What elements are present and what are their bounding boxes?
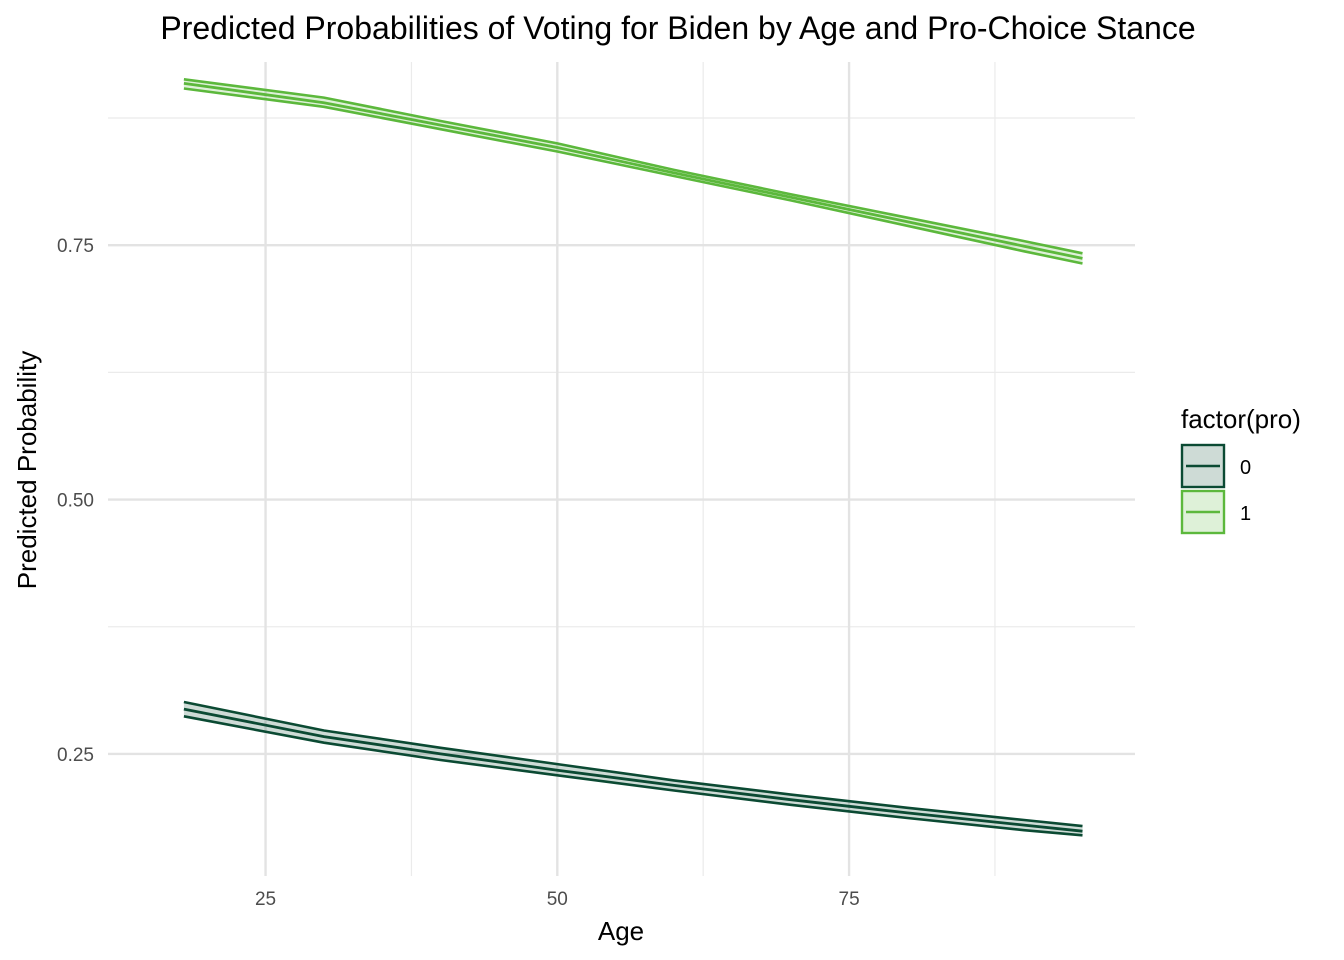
- legend-label-0: 0: [1240, 457, 1251, 479]
- y-tick-label: 0.50: [57, 491, 94, 512]
- series-0: [183, 700, 1083, 837]
- upper-bound-line-1: [183, 78, 1083, 255]
- y-tick-label: 0.25: [57, 745, 94, 766]
- x-tick-label: 50: [547, 889, 568, 910]
- legend-label-1: 1: [1240, 503, 1251, 525]
- grid: [108, 62, 1135, 876]
- x-tick-label: 75: [839, 889, 860, 910]
- lower-bound-line-1: [183, 87, 1083, 265]
- x-tick-label: 25: [255, 889, 276, 910]
- ribbon-0: [183, 702, 1083, 836]
- legend: factor(pro) 01: [1180, 404, 1301, 535]
- series-1: [183, 78, 1083, 265]
- ribbon-1: [183, 79, 1083, 264]
- x-axis-title: Age: [598, 916, 644, 946]
- chart-title: Predicted Probabilities of Voting for Bi…: [160, 10, 1195, 46]
- legend-title: factor(pro): [1181, 404, 1301, 434]
- y-tick-label: 0.75: [57, 236, 94, 257]
- series-line-1: [183, 82, 1083, 260]
- series-line-0: [183, 707, 1083, 833]
- lower-bound-line-0: [183, 715, 1083, 837]
- series-layer: [183, 78, 1083, 837]
- legend-entry-1: 1: [1180, 489, 1251, 535]
- legend-entry-0: 0: [1180, 443, 1251, 489]
- legend-entries: 01: [1180, 443, 1251, 535]
- y-axis-title: Predicted Probability: [12, 351, 42, 589]
- tick-labels: 25 50 75 0.25 0.50 0.75: [57, 236, 860, 910]
- upper-bound-line-0: [183, 700, 1083, 828]
